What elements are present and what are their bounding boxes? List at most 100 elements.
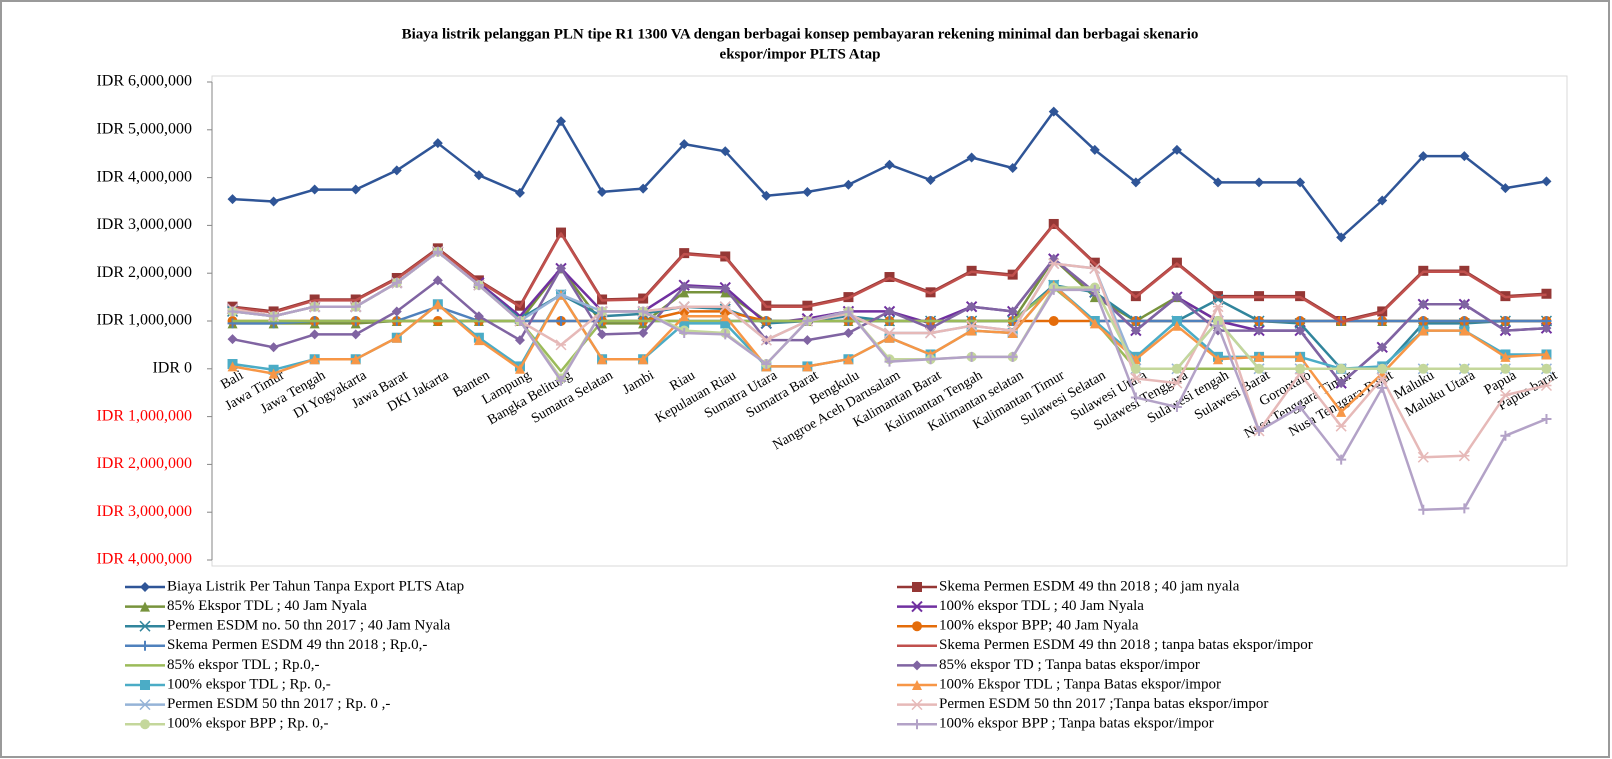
- data-point: [1089, 262, 1101, 274]
- data-point: [1130, 372, 1142, 384]
- chart-title: Biaya listrik pelanggan PLN tipe R1 1300…: [402, 26, 1199, 42]
- data-point: [556, 116, 567, 127]
- data-point: [1254, 325, 1265, 336]
- data-point: [432, 246, 443, 257]
- data-point: [1459, 363, 1470, 374]
- legend-marker: [912, 680, 922, 690]
- data-point: [679, 139, 690, 150]
- data-point: [1377, 363, 1388, 374]
- data-point: [1418, 363, 1429, 374]
- data-point: [883, 327, 896, 339]
- y-tick-label: IDR 0: [152, 359, 192, 376]
- data-point: [1336, 363, 1347, 374]
- data-point: [1130, 325, 1141, 336]
- data-point: [761, 359, 772, 370]
- legend-label: 100% ekspor BPP ; Tanpa batas ekspor/imp…: [939, 716, 1214, 732]
- legend-label: 85% ekspor TDL ; Rp.0,-: [167, 657, 319, 673]
- data-point: [1254, 177, 1265, 188]
- data-point: [1048, 284, 1059, 295]
- legend-marker: [140, 601, 150, 612]
- data-point: [1089, 318, 1100, 329]
- data-point: [350, 329, 361, 340]
- data-point: [1007, 306, 1018, 317]
- data-point: [1130, 177, 1141, 188]
- data-point: [843, 179, 854, 190]
- data-point: [1048, 258, 1060, 270]
- data-point: [432, 138, 443, 149]
- legend-marker: [912, 621, 922, 632]
- data-point: [1336, 406, 1347, 417]
- data-point: [227, 334, 238, 345]
- data-point: [1459, 299, 1470, 310]
- data-point: [1007, 327, 1018, 338]
- data-point: [638, 327, 649, 338]
- data-point: [638, 183, 649, 194]
- data-point: [1130, 392, 1141, 403]
- y-tick-label: IDR 3,000,000: [96, 503, 192, 520]
- data-point: [638, 354, 649, 365]
- data-point: [884, 356, 895, 367]
- data-point: [966, 351, 977, 362]
- data-point: [720, 146, 731, 157]
- data-point: [966, 301, 977, 312]
- data-point: [309, 354, 320, 365]
- data-point: [391, 165, 402, 176]
- data-point: [555, 339, 567, 351]
- data-point: [227, 361, 238, 372]
- legend-label: Skema Permen ESDM 49 thn 2018 ; tanpa ba…: [939, 637, 1313, 653]
- data-point: [802, 186, 813, 197]
- data-point: [1541, 413, 1552, 424]
- data-point: [473, 311, 484, 322]
- data-point: [1459, 503, 1470, 514]
- data-point: [268, 368, 279, 379]
- data-point: [1418, 316, 1429, 326]
- data-point: [514, 363, 525, 374]
- legend-marker: [912, 660, 922, 671]
- data-point: [597, 186, 608, 197]
- legend-label: Permen ESDM no. 50 thn 2017 ; 40 Jam Nya…: [167, 618, 451, 634]
- data-point: [1541, 363, 1552, 374]
- data-point: [1459, 325, 1470, 336]
- data-point: [719, 301, 731, 313]
- data-point: [966, 325, 977, 336]
- data-point: [720, 311, 731, 322]
- data-point: [925, 174, 936, 185]
- data-point: [679, 327, 690, 338]
- data-point: [350, 354, 361, 365]
- data-point: [514, 335, 525, 346]
- data-point: [1007, 351, 1018, 362]
- data-point: [1417, 451, 1429, 463]
- data-point: [1212, 320, 1223, 331]
- data-point: [1336, 232, 1347, 243]
- data-point: [1500, 430, 1511, 441]
- legend-label: Skema Permen ESDM 49 thn 2018 ; 40 jam n…: [939, 578, 1240, 594]
- data-point: [227, 306, 238, 317]
- data-point: [720, 318, 731, 329]
- data-point: [1418, 325, 1429, 336]
- legend-marker: [140, 582, 150, 592]
- data-point: [1254, 363, 1265, 374]
- data-point: [1007, 325, 1019, 337]
- y-tick-label: IDR 3,000,000: [96, 216, 192, 233]
- legend-marker: [139, 699, 151, 711]
- data-point: [1212, 177, 1223, 188]
- data-point: [391, 332, 402, 343]
- data-point: [1089, 284, 1100, 295]
- legend-label: Biaya Listrik Per Tahun Tanpa Export PLT…: [167, 578, 464, 594]
- data-point: [1295, 402, 1306, 413]
- data-point: [1212, 354, 1223, 365]
- y-tick-label: IDR 1,000,000: [96, 312, 192, 329]
- y-tick-label: IDR 4,000,000: [96, 168, 192, 185]
- data-point: [1377, 195, 1388, 206]
- legend-label: Permen ESDM 50 thn 2017 ;Tanpa batas eks…: [939, 696, 1268, 712]
- y-tick-label: IDR 4,000,000: [96, 551, 192, 568]
- data-point: [720, 329, 731, 340]
- data-point: [309, 301, 320, 312]
- legend-label: Skema Permen ESDM 49 thn 2018 ; Rp.0,-: [167, 637, 427, 653]
- data-point: [1171, 377, 1183, 389]
- data-point: [268, 196, 279, 207]
- data-point: [1171, 320, 1182, 331]
- y-tick-label: IDR 2,000,000: [96, 264, 192, 281]
- data-point: [268, 342, 279, 353]
- data-point: [1458, 450, 1470, 462]
